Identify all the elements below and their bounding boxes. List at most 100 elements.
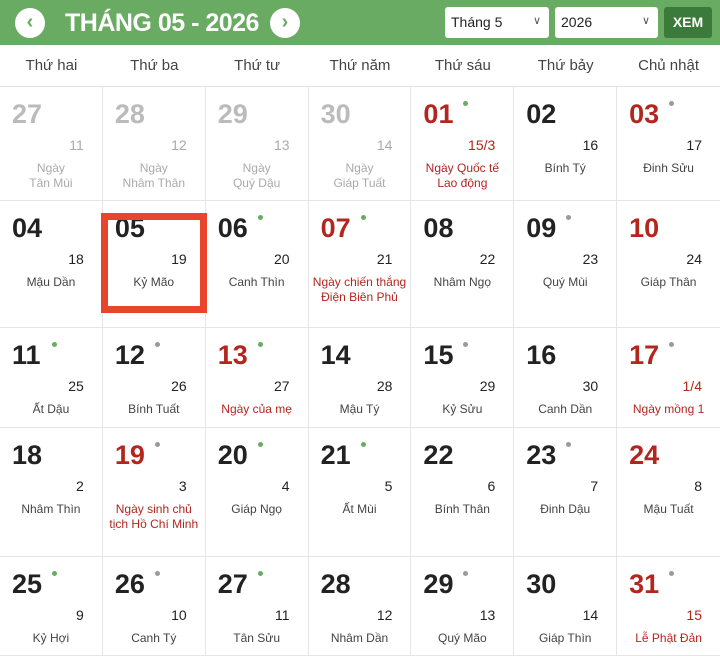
- day-cell[interactable]: 15 29 Kỷ Sửu: [411, 328, 515, 428]
- day-cell[interactable]: 21 5 Ất Mùi: [308, 428, 412, 557]
- lunar-date: 29: [479, 378, 496, 394]
- month-select[interactable]: Tháng 5 ∨: [445, 7, 549, 38]
- lunar-date: 3: [178, 478, 187, 494]
- day-cell[interactable]: 06 20 Canh Thìn: [205, 201, 309, 328]
- day-cell[interactable]: 30 14 Ngày Giáp Tuất: [308, 87, 412, 201]
- dot-icon: [52, 571, 57, 576]
- dot-icon: [669, 571, 675, 576]
- month-select-value: Tháng 5: [451, 14, 503, 30]
- lunar-date: 4: [281, 478, 290, 494]
- solar-date: 08: [423, 213, 454, 243]
- dot-icon: [566, 215, 572, 220]
- day-cell[interactable]: 05 19 Kỷ Mão: [100, 201, 207, 328]
- lunar-day-name: Nhâm Dần: [330, 631, 389, 645]
- lunar-day-name: Ngày Nhâm Thân: [122, 161, 186, 190]
- dot-icon: [463, 101, 469, 106]
- holiday-name: Ngày của mẹ: [221, 402, 292, 416]
- lunar-date: 1/4: [682, 378, 702, 394]
- dot-icon: [154, 442, 160, 447]
- day-cell[interactable]: 02 16 Bính Tý: [514, 87, 618, 201]
- day-cell[interactable]: 29 13 Quý Mão: [411, 557, 515, 656]
- chevron-down-icon: ∨: [532, 15, 541, 27]
- lunar-day-name: Mậu Tuất: [643, 502, 694, 516]
- year-select[interactable]: 2026 ∨: [555, 7, 658, 38]
- day-cell[interactable]: 18 2 Nhâm Thìn: [0, 428, 103, 557]
- day-cell[interactable]: 30 14 Giáp Thìn: [514, 557, 618, 656]
- solar-date: 26: [114, 569, 145, 599]
- lunar-day-name: Kỷ Hợi: [32, 631, 70, 645]
- day-cell[interactable]: 22 6 Bính Thân: [411, 428, 515, 557]
- day-cell[interactable]: 07 21 Ngày chiến thắng Điện Biên Phủ: [308, 201, 412, 328]
- dot-icon: [669, 342, 675, 347]
- lunar-day-name: Ngày Tân Mùi: [29, 161, 73, 190]
- day-cell[interactable]: 20 4 Giáp Ngọ: [205, 428, 309, 557]
- holiday-name: Ngày mồng 1: [632, 402, 705, 416]
- solar-date: 02: [526, 99, 557, 129]
- weekday-label: Thứ bảy: [537, 57, 594, 74]
- weekday-label: Chủ nhật: [638, 57, 699, 74]
- solar-date: 06: [217, 213, 248, 243]
- day-cell[interactable]: 25 9 Kỷ Hợi: [0, 557, 103, 656]
- lunar-day-name: Quý Mùi: [542, 275, 588, 289]
- dot-icon: [257, 571, 263, 576]
- lunar-date: 20: [273, 251, 290, 267]
- day-cell[interactable]: 23 7 Đinh Dậu: [514, 428, 618, 557]
- day-cell[interactable]: 31 15 Lễ Phật Đản: [617, 557, 720, 656]
- solar-date: 30: [526, 569, 557, 599]
- day-cell[interactable]: 17 1/4 Ngày mồng 1: [617, 328, 720, 428]
- lunar-day-name: Mậu Dần: [26, 275, 76, 289]
- dot-icon: [360, 442, 366, 447]
- lunar-date: 12: [171, 137, 187, 153]
- lunar-date: 6: [487, 478, 496, 494]
- view-button[interactable]: XEM: [664, 7, 712, 38]
- holiday-name: Ngày sinh chủ tịch Hồ Chí Minh: [109, 502, 199, 531]
- day-cell[interactable]: 12 26 Bính Tuất: [102, 328, 206, 428]
- day-cell[interactable]: 14 28 Mậu Tý: [308, 328, 412, 428]
- day-cell[interactable]: 29 13 Ngày Quý Dậu: [205, 87, 309, 201]
- day-cell[interactable]: 13 27 Ngày của mẹ: [205, 328, 309, 428]
- lunar-day-name: Tân Sửu: [233, 631, 280, 645]
- day-cell[interactable]: 16 30 Canh Dần: [514, 328, 618, 428]
- lunar-date: 23: [582, 251, 599, 267]
- day-cell[interactable]: 01 15/3 Ngày Quốc tế Lao động: [411, 87, 515, 201]
- day-cell[interactable]: 24 8 Mậu Tuất: [617, 428, 720, 557]
- day-cell[interactable]: 26 10 Canh Tý: [102, 557, 206, 656]
- day-cell[interactable]: 28 12 Nhâm Dần: [308, 557, 412, 656]
- holiday-name: Ngày chiến thắng Điện Biên Phủ: [312, 275, 407, 304]
- lunar-day-name: Ngày Giáp Tuất: [333, 161, 386, 190]
- day-cell[interactable]: 19 3 Ngày sinh chủ tịch Hồ Chí Minh: [102, 428, 206, 557]
- solar-date: 19: [114, 440, 145, 470]
- lunar-date: 19: [171, 251, 187, 267]
- day-cell[interactable]: 27 11 Ngày Tân Mùi: [0, 87, 103, 201]
- day-cell[interactable]: 10 24 Giáp Thân: [617, 201, 720, 328]
- day-cell[interactable]: 27 11 Tân Sửu: [205, 557, 309, 656]
- chevron-right-icon: ›: [281, 11, 289, 33]
- solar-date: 07: [320, 213, 351, 243]
- solar-date: 04: [12, 213, 43, 243]
- solar-date: 09: [526, 213, 557, 243]
- prev-month-button[interactable]: ‹: [15, 8, 45, 38]
- day-cell[interactable]: 09 23 Quý Mùi: [514, 201, 618, 328]
- day-cell[interactable]: 11 25 Ất Dậu: [0, 328, 103, 428]
- day-cell[interactable]: 04 18 Mậu Dần: [0, 201, 103, 328]
- lunar-day-name: Bính Tuất: [128, 402, 180, 416]
- lunar-date: 15/3: [468, 137, 496, 153]
- solar-date: 22: [423, 440, 454, 470]
- dot-icon: [360, 215, 366, 220]
- lunar-date: 2: [76, 478, 84, 494]
- lunar-date: 12: [376, 607, 393, 623]
- solar-date: 14: [320, 340, 351, 370]
- day-cell[interactable]: 03 17 Đinh Sửu: [617, 87, 720, 201]
- weekday-label: Thứ tư: [234, 57, 281, 74]
- day-cell[interactable]: 08 22 Nhâm Ngọ: [411, 201, 515, 328]
- solar-date: 20: [217, 440, 248, 470]
- lunar-date: 15: [686, 607, 702, 623]
- chevron-left-icon: ‹: [26, 11, 34, 33]
- lunar-day-name: Bính Thân: [434, 502, 490, 516]
- lunar-date: 17: [686, 137, 702, 153]
- day-cell[interactable]: 28 12 Ngày Nhâm Thân: [102, 87, 206, 201]
- solar-date: 24: [629, 440, 660, 470]
- chevron-down-icon: ∨: [641, 15, 650, 27]
- next-month-button[interactable]: ›: [270, 8, 300, 38]
- dot-icon: [669, 101, 675, 106]
